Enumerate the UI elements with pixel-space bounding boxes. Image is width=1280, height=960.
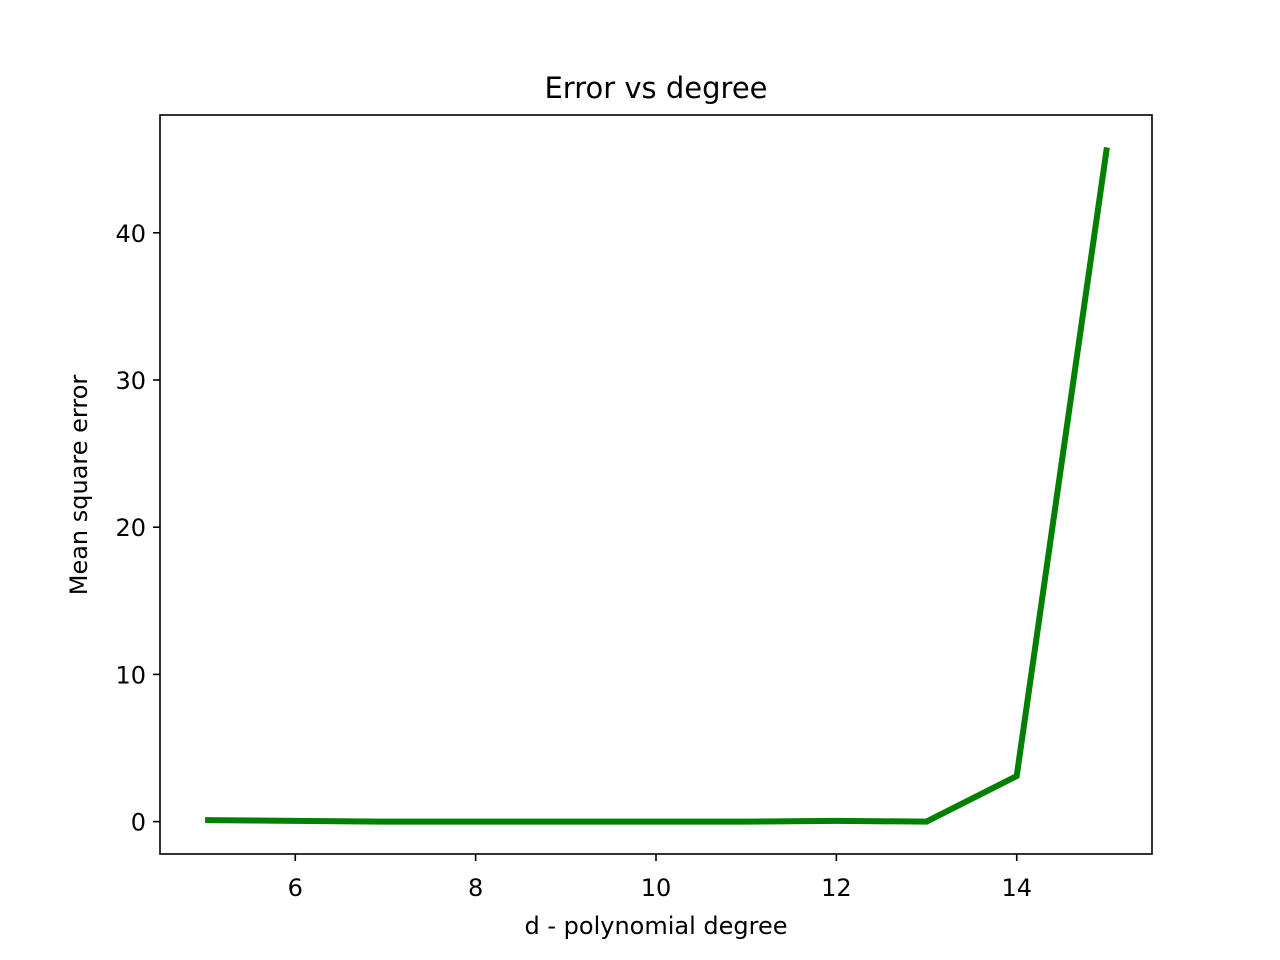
y-axis-label: Mean square error — [65, 375, 93, 596]
series-line-mse — [205, 146, 1110, 825]
y-axis: 0 10 20 30 40 — [115, 220, 160, 837]
x-tick-label: 10 — [641, 874, 672, 902]
y-tick-label: 10 — [115, 661, 146, 689]
y-tick-label: 20 — [115, 514, 146, 542]
x-tick-label: 14 — [1001, 874, 1032, 902]
x-tick-label: 6 — [288, 874, 303, 902]
y-tick-label: 30 — [115, 367, 146, 395]
y-tick-label: 40 — [115, 220, 146, 248]
plot-area — [205, 146, 1110, 825]
chart-title: Error vs degree — [544, 71, 767, 105]
x-axis: 6 8 10 12 14 — [288, 854, 1032, 902]
x-axis-label: d - polynomial degree — [525, 912, 788, 940]
y-tick-label: 0 — [131, 809, 146, 837]
x-tick-label: 8 — [468, 874, 483, 902]
x-tick-label: 12 — [821, 874, 852, 902]
